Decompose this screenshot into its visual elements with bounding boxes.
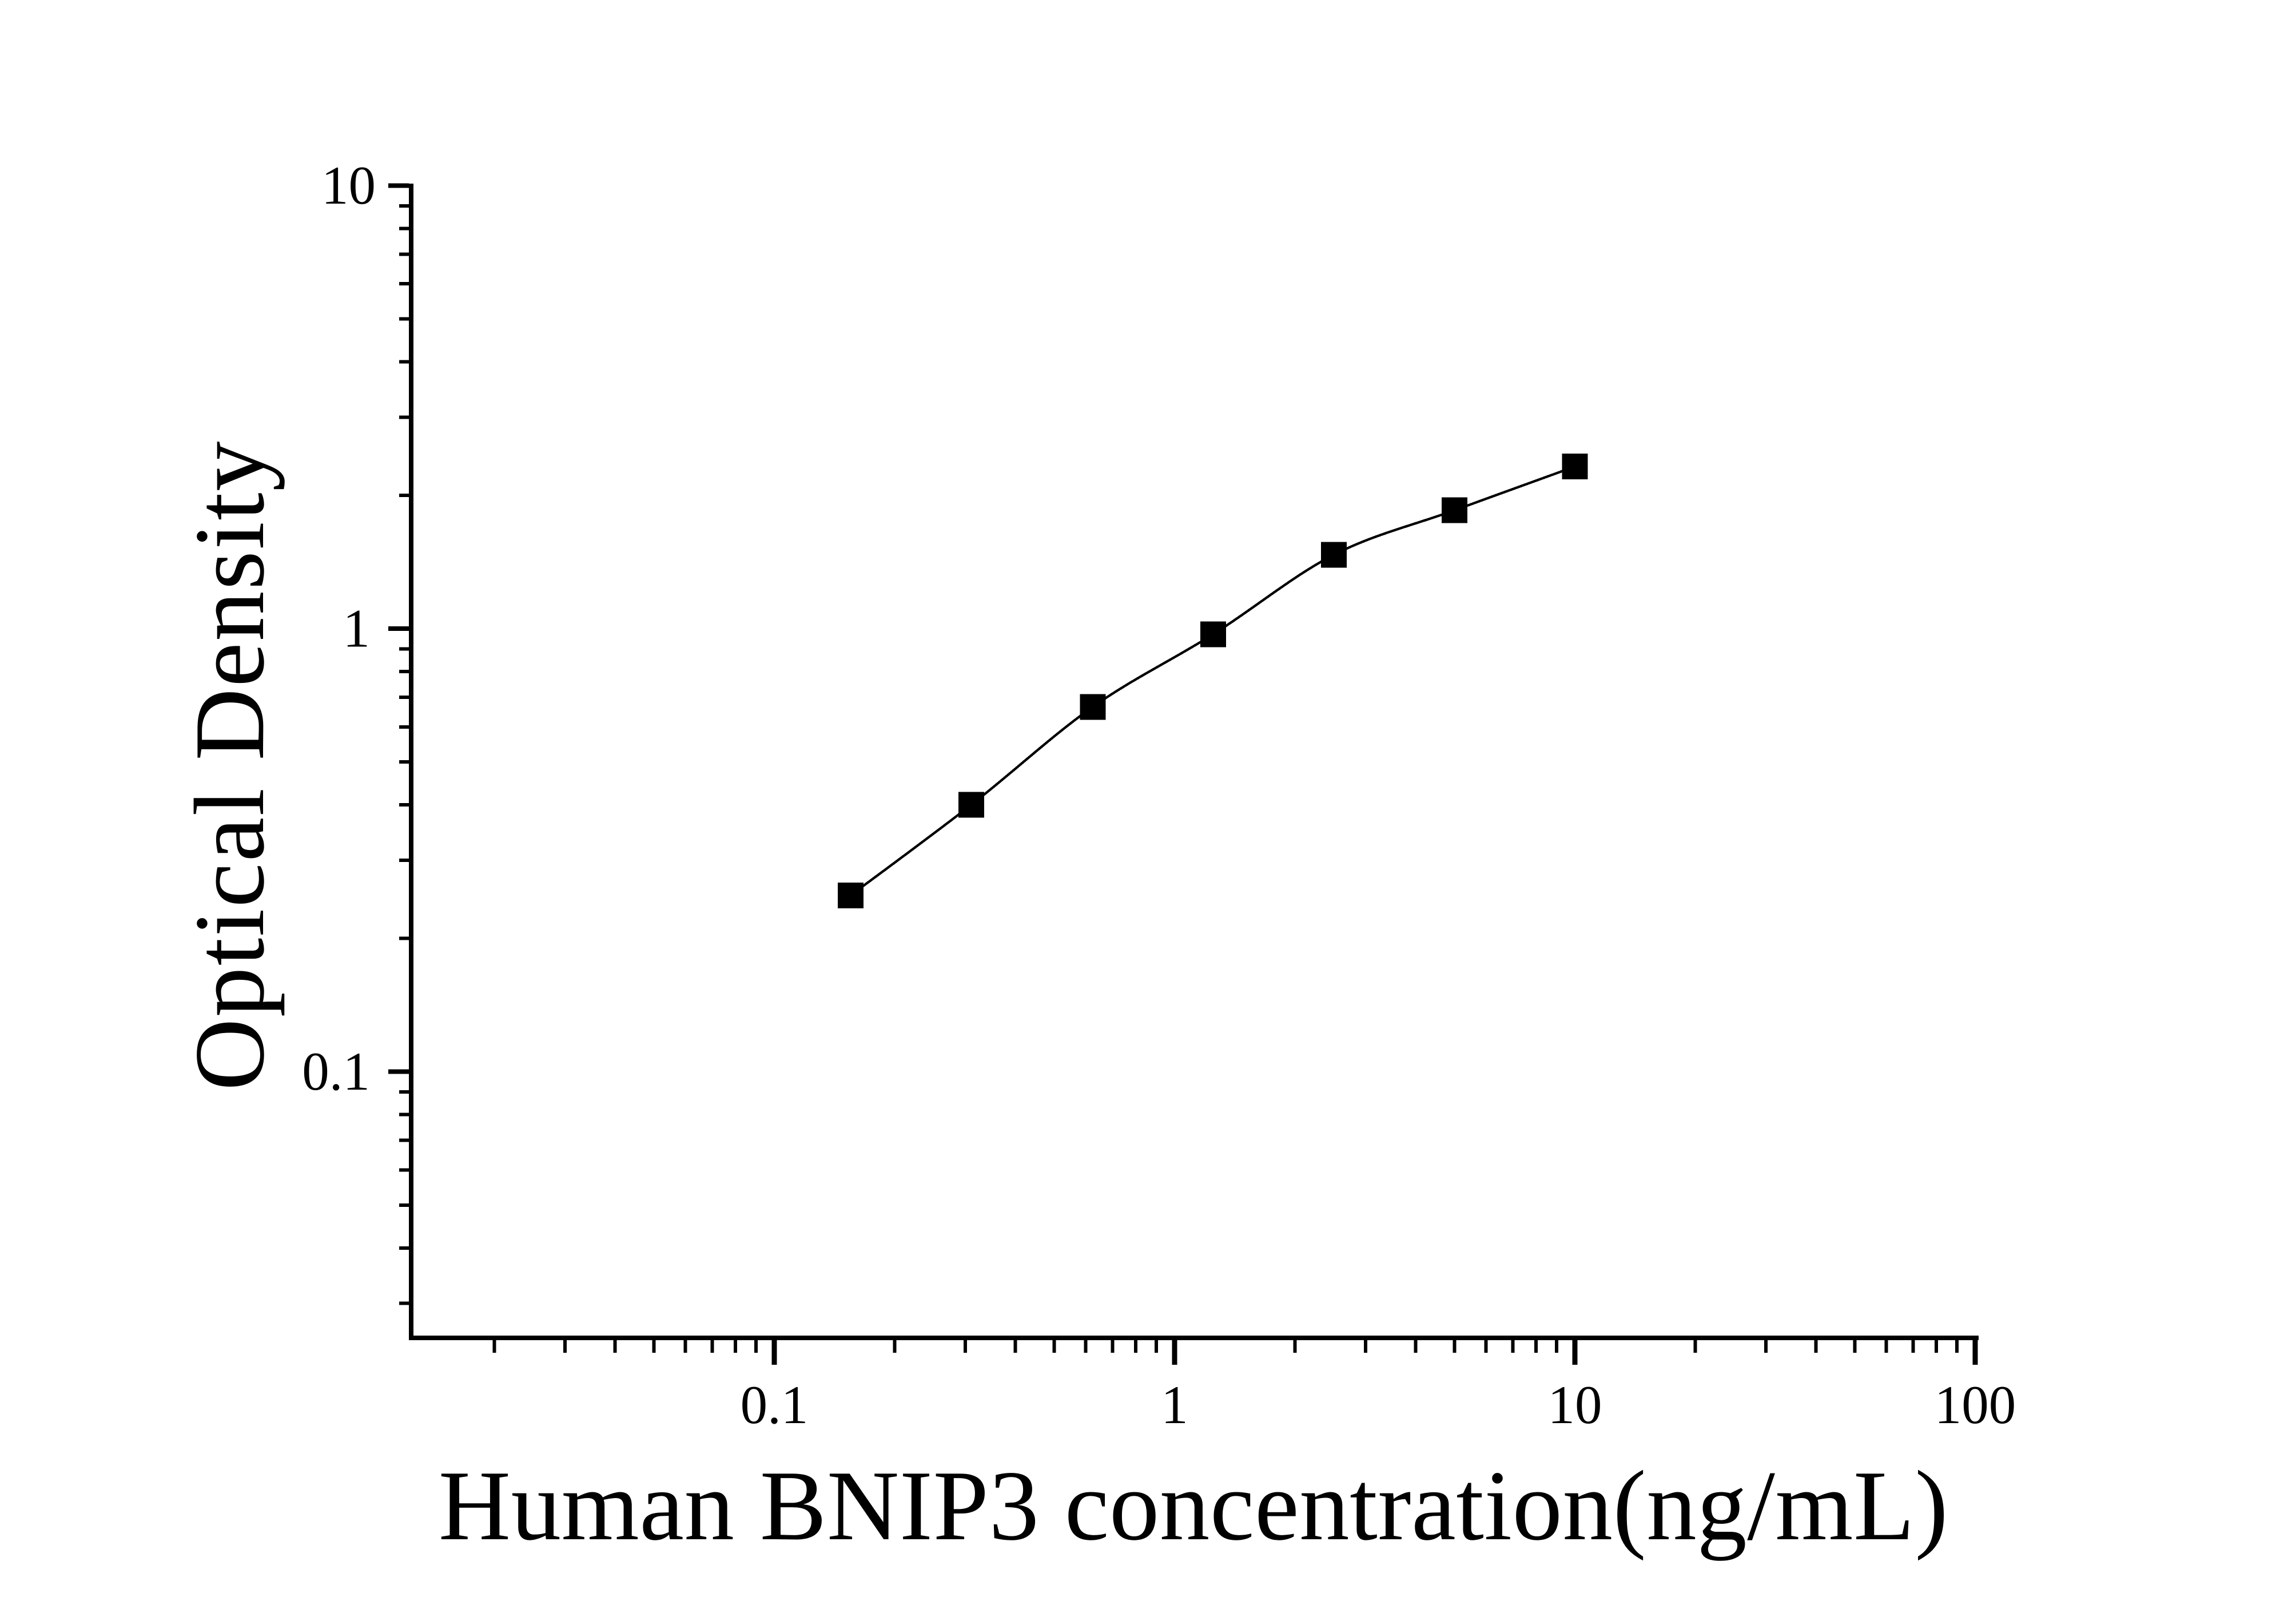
svg-text:1: 1 (343, 598, 371, 659)
svg-text:0.1: 0.1 (302, 1041, 370, 1102)
svg-text:10: 10 (1548, 1374, 1602, 1435)
svg-text:10: 10 (321, 155, 376, 216)
svg-text:100: 100 (1935, 1374, 2016, 1435)
svg-text:Human BNIP3 concentration(ng/m: Human BNIP3 concentration(ng/mL) (439, 1450, 1948, 1561)
svg-text:Optical Density: Optical Density (174, 440, 285, 1091)
svg-text:1: 1 (1161, 1374, 1188, 1435)
svg-text:0.1: 0.1 (741, 1374, 809, 1435)
